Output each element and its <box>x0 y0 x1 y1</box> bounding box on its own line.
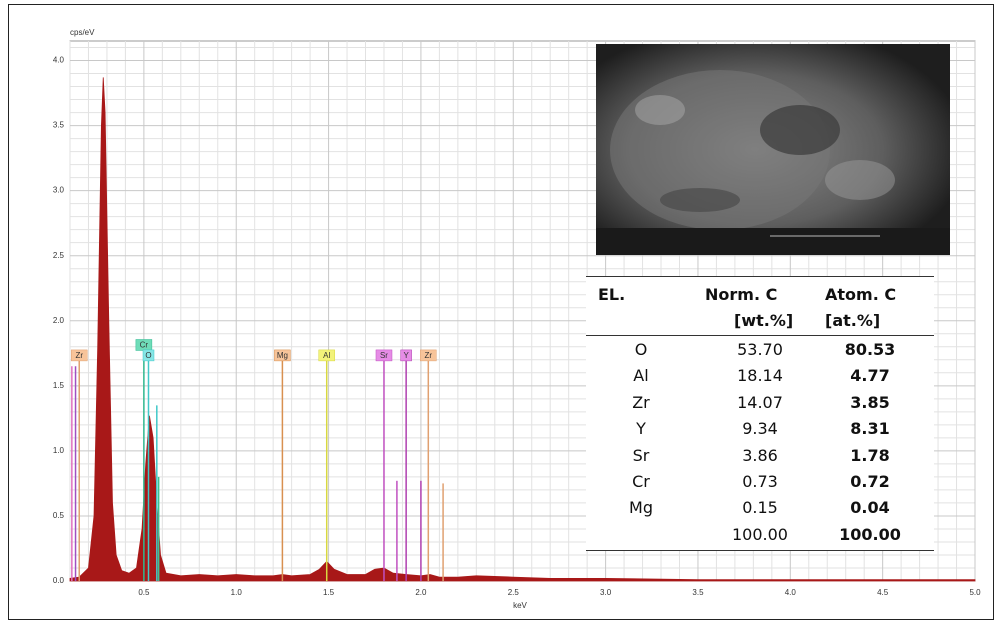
table-cell: 80.53 <box>844 340 896 359</box>
x-tick-label: 5.0 <box>969 588 981 597</box>
table-cell: 14.07 <box>737 392 783 412</box>
y-tick-label: 1.5 <box>53 381 65 390</box>
x-tick-label: 3.0 <box>600 588 612 597</box>
header-rule <box>586 335 934 336</box>
sem-image <box>596 44 950 255</box>
table-cell: Mg <box>629 498 653 518</box>
table-cell: O <box>634 340 648 359</box>
result-table: EL. Norm. C Atom. C [wt.%] [at.%] O 53.70 80.53… <box>586 276 934 551</box>
table-cell: 1.78 <box>850 445 890 465</box>
x-tick-label: 4.5 <box>877 588 889 597</box>
table-cell: 0.73 <box>742 472 778 491</box>
element-label: Cr <box>140 341 149 350</box>
element-label-box <box>70 349 88 362</box>
element-label: Al <box>323 351 330 360</box>
table-cell: 9.34 <box>742 419 778 439</box>
table-cell: 0.15 <box>742 498 778 518</box>
table-cell: 0.72 <box>850 472 890 491</box>
table-cell: 3.85 <box>850 392 890 412</box>
x-axis-label: keV <box>513 601 527 610</box>
table-cell: 4.77 <box>850 366 890 386</box>
y-tick-label: 1.0 <box>53 446 65 455</box>
x-tick-label: 1.5 <box>323 588 335 597</box>
table-total: 100.00 <box>732 524 788 544</box>
y-tick-label: 0.5 <box>53 511 65 520</box>
frame <box>8 4 994 620</box>
element-label-box <box>318 349 335 362</box>
x-tick-label: 4.0 <box>785 588 797 597</box>
table-total: 100.00 <box>839 524 901 544</box>
x-tick-label: 2.0 <box>415 588 427 597</box>
y-axis-label: cps/eV <box>70 28 95 37</box>
table-cell: 0.04 <box>850 498 890 518</box>
element-label: Y <box>403 351 409 360</box>
element-label-box <box>142 349 155 362</box>
element-label: Zr <box>425 351 433 360</box>
x-tick-label: 3.5 <box>692 588 704 597</box>
element-label-box <box>420 349 437 362</box>
table-cell: 53.70 <box>737 340 783 359</box>
column-unit: [at.%] <box>825 311 881 330</box>
column-header: EL. <box>598 285 626 304</box>
element-label: Sr <box>380 351 388 360</box>
y-tick-label: 2.5 <box>53 251 65 260</box>
column-unit: [wt.%] <box>734 311 794 330</box>
element-label: Zr <box>75 351 83 360</box>
y-tick-label: 3.0 <box>53 186 65 195</box>
table-cell: 8.31 <box>850 419 890 439</box>
table-cell: 3.86 <box>742 445 778 465</box>
column-header: Norm. C <box>705 285 778 304</box>
element-label: Mg <box>277 351 288 360</box>
y-tick-label: 4.0 <box>53 56 65 65</box>
spectrum-area <box>69 77 976 582</box>
y-tick-label: 3.5 <box>53 121 65 130</box>
table-cell: Al <box>633 366 649 386</box>
x-tick-label: 1.0 <box>231 588 243 597</box>
column-header: Atom. C <box>825 285 897 304</box>
table-cell: Y <box>636 419 646 439</box>
table-cell: Zr <box>632 392 650 412</box>
x-tick-label: 2.5 <box>508 588 520 597</box>
element-label-box <box>375 349 393 362</box>
y-tick-label: 0.0 <box>53 576 65 585</box>
table-cell: 18.14 <box>737 366 783 386</box>
table-cell: Sr <box>632 445 650 465</box>
table-cell: Cr <box>632 472 650 491</box>
x-tick-label: 0.5 <box>138 588 150 597</box>
y-tick-label: 2.0 <box>53 316 65 325</box>
element-label: O <box>145 351 151 360</box>
element-label-box <box>274 349 291 362</box>
element-label-box <box>400 349 412 362</box>
